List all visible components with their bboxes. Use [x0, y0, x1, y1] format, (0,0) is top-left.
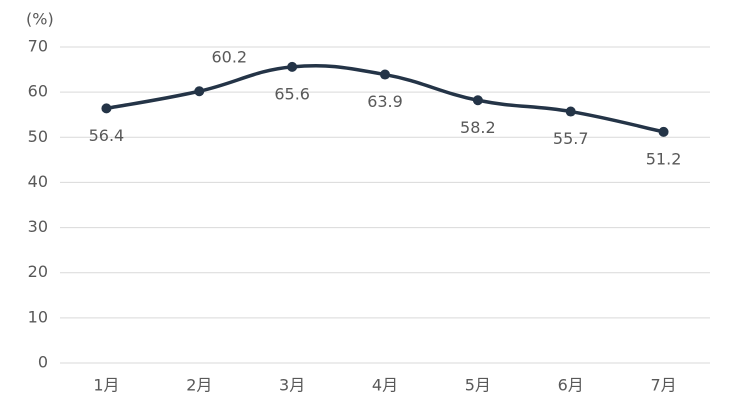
- point: [287, 61, 298, 72]
- data-label: 55.7: [553, 129, 589, 148]
- data-label: 63.9: [367, 92, 403, 111]
- x-tick-label: 3月: [279, 376, 305, 395]
- y-tick-label: 70: [28, 37, 48, 56]
- data-label: 51.2: [646, 149, 682, 168]
- y-tick-label: 30: [28, 217, 48, 236]
- point: [565, 106, 576, 117]
- data-label: 65.6: [274, 84, 310, 103]
- y-tick-label: 60: [28, 82, 48, 101]
- point: [101, 103, 112, 114]
- y-tick-label: 10: [28, 307, 48, 326]
- y-axis-label: (%): [26, 10, 54, 29]
- point: [658, 126, 669, 137]
- y-tick-label: 0: [38, 353, 48, 372]
- data-label: 58.2: [460, 118, 496, 137]
- y-tick-label: 40: [28, 172, 48, 191]
- point: [472, 95, 483, 106]
- y-tick-label: 20: [28, 262, 48, 281]
- x-tick-label: 2月: [186, 376, 212, 395]
- y-tick-label: 50: [28, 127, 48, 146]
- x-tick-label: 6月: [558, 376, 584, 395]
- point: [380, 69, 390, 80]
- point: [194, 86, 205, 97]
- x-tick-label: 4月: [372, 376, 398, 395]
- data-label: 60.2: [211, 48, 247, 67]
- data-label: 56.4: [89, 126, 125, 145]
- x-tick-label: 5月: [465, 376, 491, 395]
- x-tick-label: 1月: [93, 376, 119, 395]
- x-tick-label: 7月: [650, 376, 676, 395]
